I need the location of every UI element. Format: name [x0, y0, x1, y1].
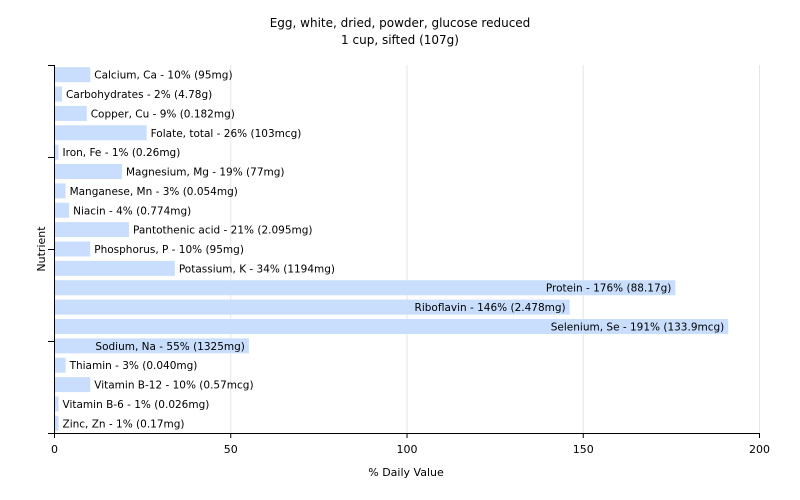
bar-label: Sodium, Na - 55% (1325mg)	[95, 341, 244, 353]
bar-label: Niacin - 4% (0.774mg)	[73, 205, 191, 217]
grid	[230, 65, 760, 433]
x-tick-label: 200	[749, 443, 770, 456]
bar	[55, 164, 122, 180]
bar	[55, 396, 59, 412]
bar-label: Phosphorus, P - 10% (95mg)	[94, 244, 244, 256]
bar	[55, 86, 63, 102]
bar-label: Protein - 176% (88.17g)	[546, 283, 672, 295]
x-tick-label: 150	[573, 443, 594, 456]
bar	[55, 318, 729, 334]
bar	[55, 260, 175, 276]
bar-label: Zinc, Zn - 1% (0.17mg)	[63, 418, 185, 430]
axes: 0 50 100 150 200	[48, 65, 770, 456]
bar	[55, 125, 147, 141]
bar-label: Folate, total - 26% (103mcg)	[151, 128, 302, 140]
bar-label: Riboflavin - 146% (2.478mg)	[415, 302, 566, 314]
bar-label: Iron, Fe - 1% (0.26mg)	[63, 147, 181, 159]
bar-label: Carbohydrates - 2% (4.78g)	[66, 89, 212, 101]
bar	[55, 67, 91, 83]
bar	[55, 144, 59, 160]
bar	[55, 338, 249, 354]
bar	[55, 415, 59, 431]
bar-label: Selenium, Se - 191% (133.9mcg)	[551, 321, 725, 333]
y-axis-label: Nutrient	[35, 226, 48, 272]
bar-label: Potassium, K - 34% (1194mg)	[179, 263, 335, 275]
bars: Calcium, Ca - 10% (95mg) Carbohydrates - …	[55, 67, 729, 431]
bar	[55, 183, 66, 199]
bar-label: Thiamin - 3% (0.040mg)	[69, 360, 198, 372]
bar-label: Copper, Cu - 9% (0.182mg)	[91, 108, 235, 120]
x-tick-label: 0	[51, 443, 58, 456]
bar	[55, 357, 66, 373]
bar-label: Calcium, Ca - 10% (95mg)	[94, 70, 232, 82]
bar	[55, 241, 91, 257]
bar-label: Manganese, Mn - 3% (0.054mg)	[70, 186, 238, 198]
x-axis-label: % Daily Value	[368, 466, 444, 479]
bar	[55, 280, 676, 296]
bar	[55, 105, 87, 121]
bar	[55, 222, 130, 238]
x-tick-label: 50	[224, 443, 238, 456]
bar-label: Magnesium, Mg - 19% (77mg)	[126, 167, 285, 179]
bar	[55, 299, 570, 315]
x-tick-label: 100	[397, 443, 418, 456]
chart-subtitle: 1 cup, sifted (107g)	[341, 33, 459, 47]
bar-label: Vitamin B-12 - 10% (0.57mcg)	[94, 380, 253, 392]
chart-title: Egg, white, dried, powder, glucose reduc…	[270, 16, 531, 30]
bar-label: Vitamin B-6 - 1% (0.026mg)	[63, 399, 210, 411]
bar-label: Pantothenic acid - 21% (2.095mg)	[133, 225, 312, 237]
bar	[55, 202, 70, 218]
bar	[55, 377, 91, 393]
